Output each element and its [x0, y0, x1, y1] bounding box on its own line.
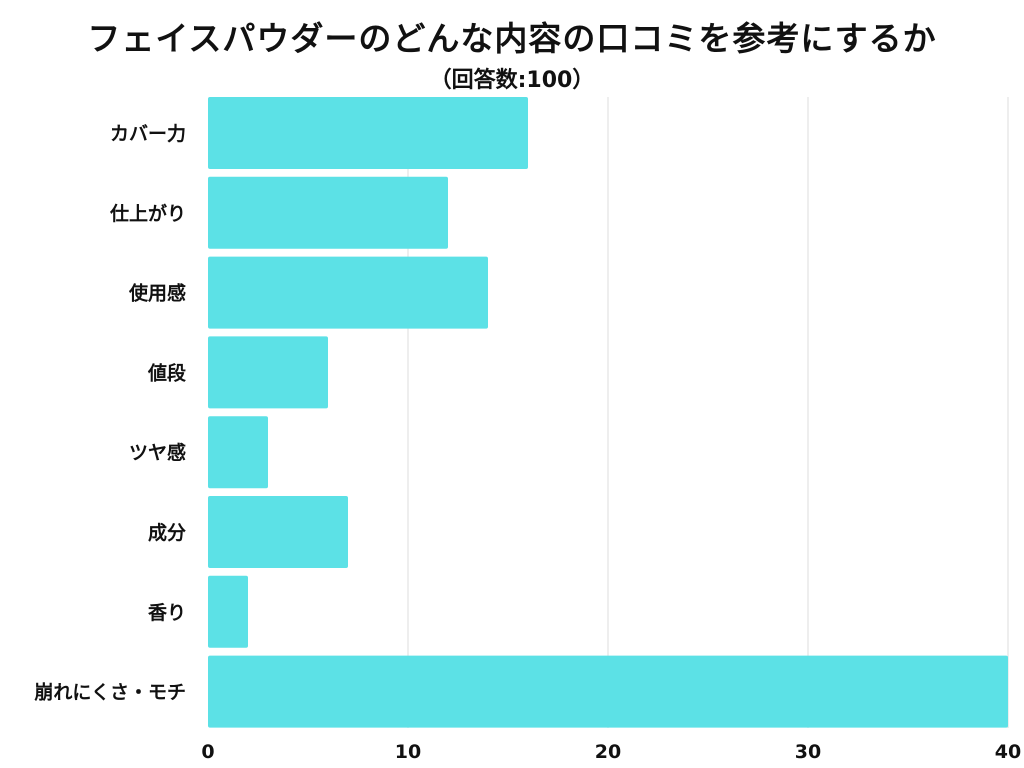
- x-tick-label: 10: [395, 741, 421, 763]
- bar-4: [208, 416, 268, 489]
- x-tick-label: 0: [201, 741, 214, 763]
- category-label: カバー力: [110, 122, 186, 145]
- x-tick-label: 40: [995, 741, 1021, 763]
- bar-0: [208, 97, 528, 169]
- chart-title: フェイスパウダーのどんな内容の口コミを参考にするか: [87, 19, 937, 58]
- x-axis-ticks: 0 10 20 30 40: [201, 741, 1021, 763]
- grid-lines: [407, 97, 1009, 728]
- category-label: ツヤ感: [129, 441, 186, 464]
- x-tick-label: 30: [795, 741, 821, 763]
- bar-6: [208, 575, 248, 648]
- chart-subtitle: （回答数:100）: [429, 68, 595, 93]
- bars: [208, 97, 1008, 728]
- category-label: 値段: [147, 361, 187, 384]
- bar-2: [208, 256, 488, 329]
- bar-1: [208, 176, 448, 249]
- category-label: 仕上がり: [109, 202, 186, 225]
- x-tick-label: 20: [595, 741, 621, 763]
- category-label: 使用感: [128, 282, 186, 305]
- category-label: 成分: [148, 521, 186, 544]
- bar-3: [208, 336, 328, 409]
- bar-7: [208, 655, 1008, 728]
- category-label: 香り: [147, 602, 186, 624]
- bar-5: [208, 496, 348, 568]
- category-label: 崩れにくさ・モチ: [34, 681, 186, 704]
